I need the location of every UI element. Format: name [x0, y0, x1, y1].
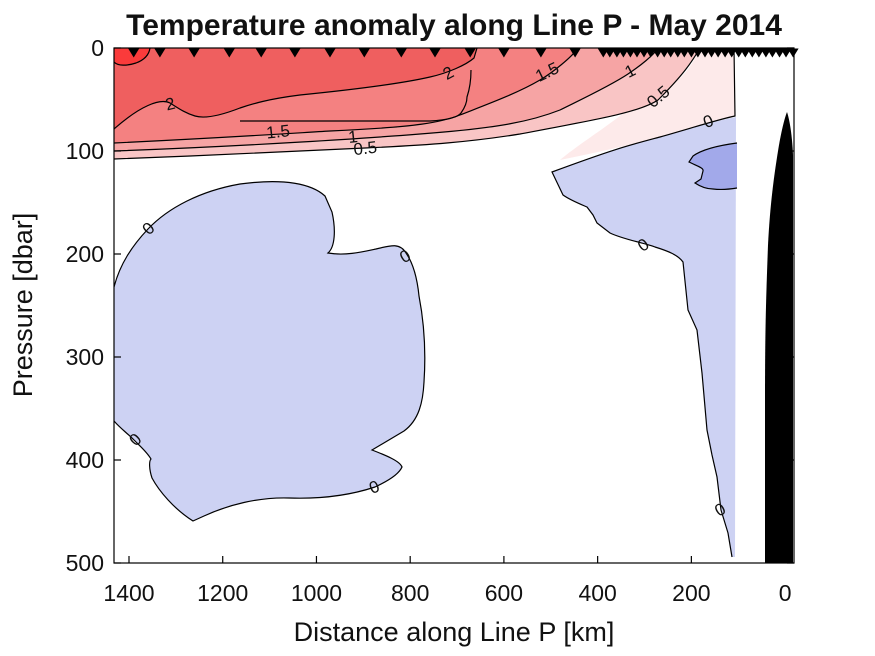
bathymetry-mask	[765, 112, 793, 563]
central-cool-pool	[114, 181, 425, 521]
station-marker-triangle	[753, 48, 765, 58]
station-marker-triangle	[429, 48, 441, 58]
station-marker-triangle	[128, 48, 140, 58]
x-tick-label: 200	[672, 580, 710, 606]
contour-label: 1.5	[265, 121, 290, 142]
y-tick-label: 400	[66, 447, 104, 473]
station-marker-triangle	[766, 48, 778, 58]
figure-title: Temperature anomaly along Line P - May 2…	[126, 9, 782, 42]
station-markers	[128, 48, 799, 58]
x-axis-ticks	[128, 556, 786, 563]
contour-band-above-2.5	[114, 48, 150, 66]
x-tick-label: 0	[779, 580, 792, 606]
x-tick-label: 600	[485, 580, 523, 606]
station-marker-triangle	[604, 48, 616, 58]
station-marker-triangle	[223, 48, 235, 58]
station-marker-triangle	[739, 48, 751, 58]
station-marker-triangle	[645, 48, 657, 58]
station-marker-triangle	[464, 48, 476, 58]
contour-line-0-top-right	[551, 48, 736, 558]
y-tick-label: 0	[91, 35, 104, 61]
station-marker-triangle	[726, 48, 738, 58]
station-marker-triangle	[289, 48, 301, 58]
contour-line-1.5	[114, 48, 579, 144]
station-marker-triangle	[631, 48, 643, 58]
station-marker-triangle	[678, 48, 690, 58]
y-tick-labels: 0 100 200 300 400 500	[66, 35, 104, 576]
y-axis-label: Pressure [dbar]	[8, 213, 38, 398]
station-marker-triangle	[787, 48, 799, 58]
contour-line-2	[114, 48, 478, 130]
contour-fills	[114, 48, 793, 563]
y-tick-label: 100	[66, 138, 104, 164]
station-marker-triangle	[665, 48, 677, 58]
station-marker-triangle	[324, 48, 336, 58]
x-tick-label: 1000	[291, 580, 342, 606]
station-marker-triangle	[712, 48, 724, 58]
contour-line-0-central-pool	[114, 181, 426, 522]
station-marker-triangle	[188, 48, 200, 58]
contour-label: 2	[163, 94, 177, 115]
station-marker-triangle	[617, 48, 629, 58]
contour-line-0.5	[114, 48, 701, 160]
contour-line-2.5-blob	[114, 48, 151, 66]
station-marker-triangle	[154, 48, 166, 58]
contour-band-2-2.5	[114, 48, 477, 129]
contour-line-core	[688, 142, 738, 191]
contour-label: 1	[347, 127, 358, 147]
station-marker-triangle	[780, 48, 792, 58]
station-marker-triangle	[358, 48, 370, 58]
y-tick-label: 500	[66, 550, 104, 576]
nearshore-cool-column	[552, 117, 736, 557]
station-marker-triangle	[692, 48, 704, 58]
axes-box	[113, 47, 795, 564]
y-tick-label: 200	[66, 241, 104, 267]
x-tick-label: 400	[578, 580, 616, 606]
contour-line-1	[114, 48, 659, 152]
x-tick-label: 1200	[197, 580, 248, 606]
station-marker-triangle	[569, 48, 581, 58]
x-tick-label: 800	[391, 580, 429, 606]
y-axis-ticks	[114, 47, 794, 564]
station-marker-triangle	[498, 48, 510, 58]
nearshore-cool-core	[689, 143, 737, 190]
station-marker-triangle	[255, 48, 267, 58]
x-axis-label: Distance along Line P [km]	[294, 617, 615, 647]
station-marker-triangle	[395, 48, 407, 58]
x-tick-label: 1400	[103, 580, 154, 606]
y-tick-label: 300	[66, 344, 104, 370]
contour-label: 0.5	[353, 138, 378, 159]
station-marker-triangle	[535, 48, 547, 58]
x-tick-labels: 1400 1200 1000 800 600 400 200 0	[103, 580, 791, 606]
